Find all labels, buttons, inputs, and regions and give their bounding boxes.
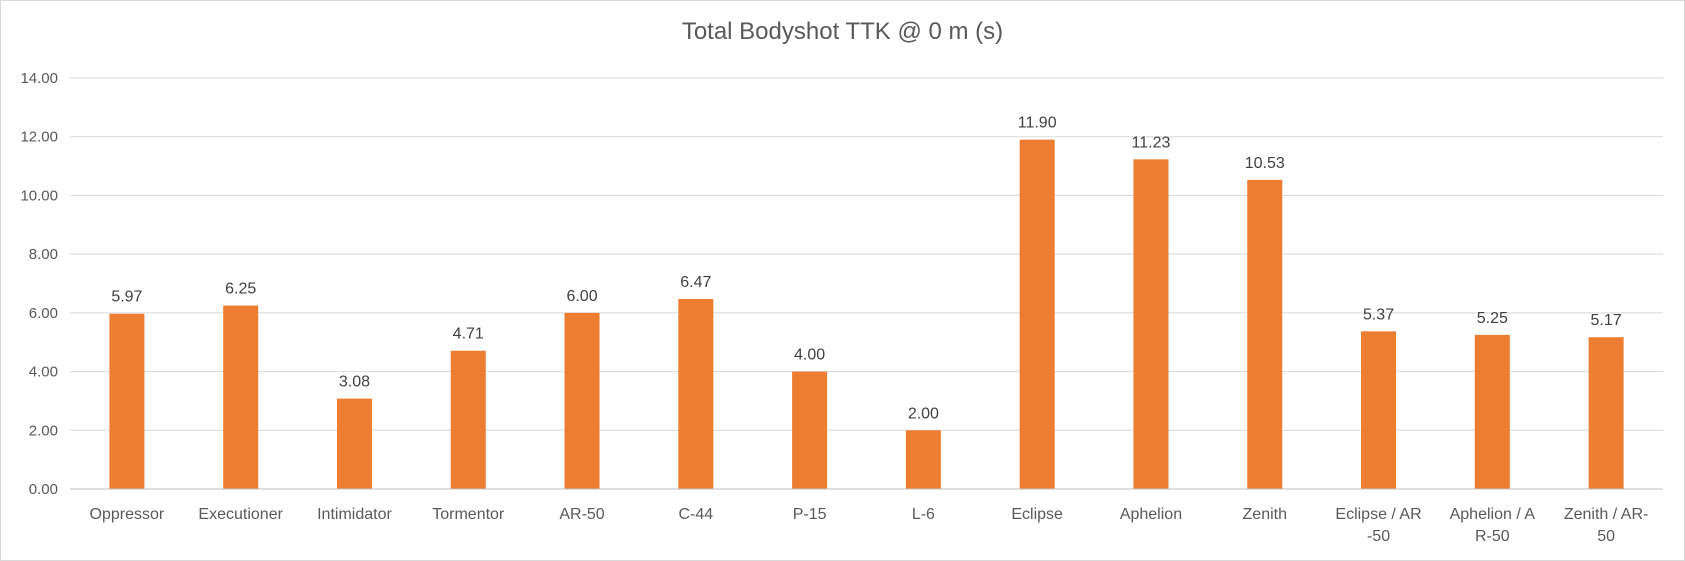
y-tick-label: 0.00 [29,481,58,498]
x-tick-label: P-15 [793,506,827,523]
data-label: 3.08 [339,374,370,391]
bar [450,350,486,489]
x-tick-label: Oppressor [90,506,165,523]
x-tick-label: Aphelion [1120,506,1182,523]
x-tick-label: Tormentor [432,506,505,523]
bar [1019,139,1055,489]
y-tick-label: 10.00 [20,187,58,204]
x-tick-label: AR-50 [559,506,604,523]
chart-title: Total Bodyshot TTK @ 0 m (s) [681,18,1004,45]
bar [336,398,372,489]
y-tick-label: 8.00 [29,246,58,263]
x-tick-label: Aphelion / A R-50 [1450,506,1536,545]
bar [1361,331,1397,489]
x-tick-label: Eclipse [1011,506,1063,523]
bar [1588,337,1624,489]
data-label: 4.00 [794,347,825,364]
bar [109,313,145,489]
y-tick-label: 2.00 [29,422,58,439]
data-label: 5.25 [1477,310,1508,327]
data-label: 11.90 [1018,115,1057,132]
bar [223,305,259,489]
data-label: 5.37 [1363,306,1394,323]
x-tick-label: Intimidator [317,506,392,523]
bar [905,430,941,489]
x-tick-label: C-44 [678,506,713,523]
x-tick-label: Eclipse / AR -50 [1335,506,1421,545]
bar [1474,334,1510,489]
data-label: 6.47 [680,274,711,291]
bar [1247,179,1283,489]
bar [792,371,828,489]
y-tick-label: 12.00 [20,129,58,146]
bar [564,312,600,489]
data-label: 4.71 [453,326,484,343]
y-tick-label: 4.00 [29,364,58,381]
data-label: 5.17 [1591,312,1622,329]
x-tick-label: Zenith [1243,506,1287,523]
bar [1133,159,1169,490]
data-label: 10.53 [1245,155,1285,172]
x-tick-label: L-6 [912,506,935,523]
data-label: 2.00 [908,405,939,422]
data-label: 6.25 [225,281,256,298]
bar [678,299,714,489]
y-tick-label: 6.00 [29,305,58,322]
y-tick-label: 14.00 [20,70,58,87]
x-tick-label: Zenith / AR-50 [1564,506,1648,545]
x-tick-label: Executioner [198,506,283,523]
data-label: 11.23 [1132,134,1171,151]
data-label: 6.00 [566,288,597,305]
data-label: 5.97 [111,289,142,306]
